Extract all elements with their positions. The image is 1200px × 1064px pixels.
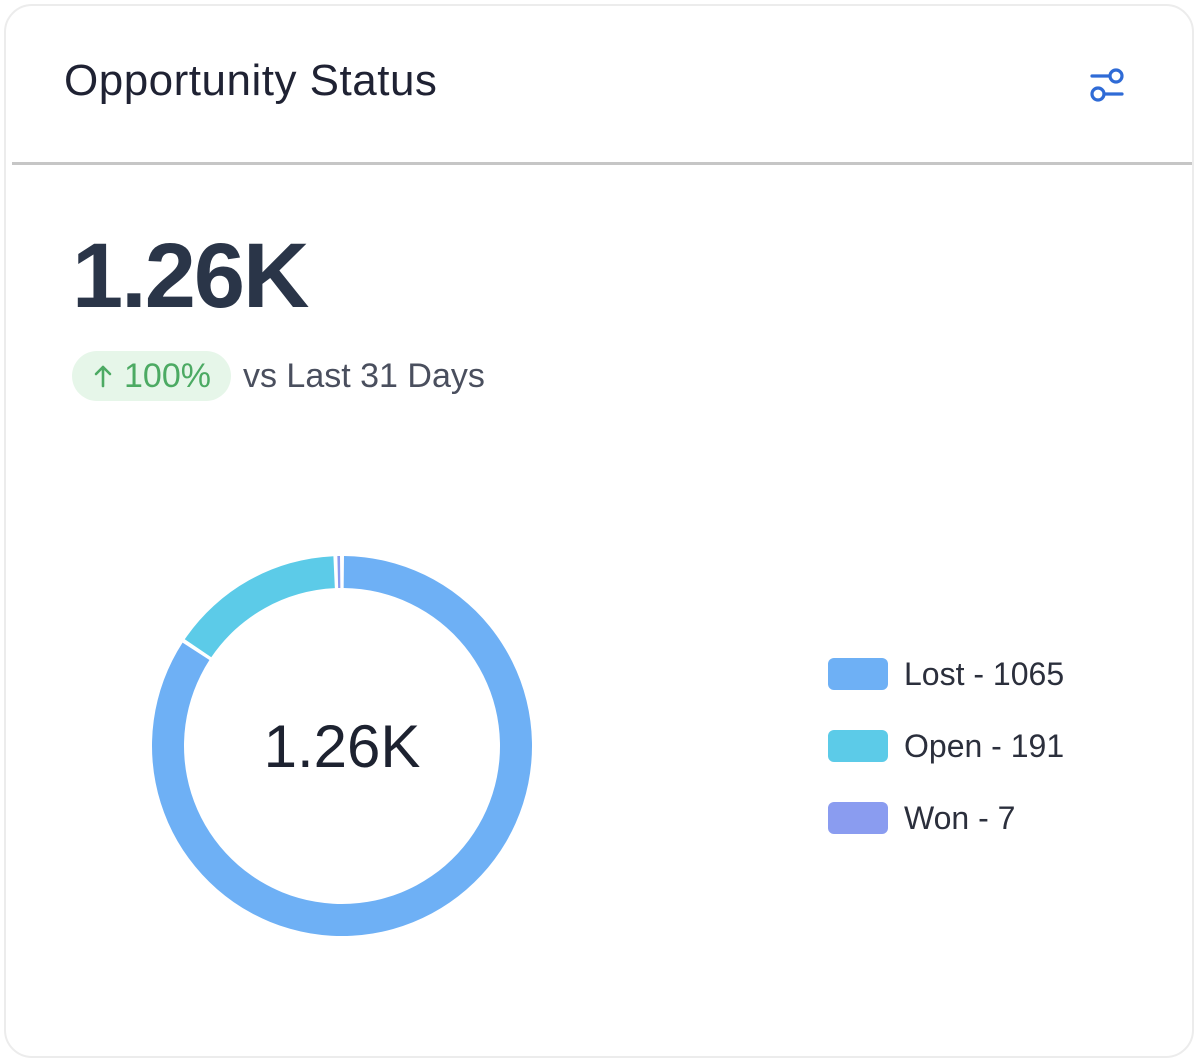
- legend-swatch-won: [828, 802, 888, 834]
- legend-label-lost: Lost - 1065: [904, 655, 1065, 692]
- legend-label-open: Open - 191: [904, 727, 1065, 764]
- trend-percent: 100%: [124, 356, 211, 395]
- legend-item-lost[interactable]: Lost - 1065: [828, 644, 1064, 704]
- legend-item-open[interactable]: Open - 191: [828, 716, 1064, 776]
- trend-row: 100% vs Last 31 Days: [72, 350, 485, 402]
- card-header: Opportunity Status: [6, 6, 1192, 162]
- trend-period-label: vs Last 31 Days: [242, 356, 485, 395]
- arrow-up-icon: [92, 363, 114, 389]
- header-divider: [12, 162, 1192, 165]
- chart-legend: Lost - 1065 Open - 191 Won - 7: [828, 644, 1064, 860]
- summary-value: 1.26K: [72, 225, 309, 327]
- legend-label-won: Won - 7: [904, 799, 1016, 836]
- opportunity-status-card: Opportunity Status 1.26K: [4, 4, 1194, 1058]
- legend-item-won[interactable]: Won - 7: [828, 788, 1064, 848]
- card-title: Opportunity Status: [64, 56, 438, 105]
- filter-button[interactable]: [1076, 62, 1132, 110]
- donut-slice-open[interactable]: [184, 556, 335, 658]
- donut-slice-won[interactable]: [337, 556, 341, 589]
- donut-chart: 1.26K: [138, 542, 546, 950]
- trend-badge: 100%: [72, 351, 231, 401]
- legend-swatch-open: [828, 730, 888, 762]
- sliders-icon: [1090, 68, 1124, 102]
- legend-swatch-lost: [828, 658, 888, 690]
- donut-chart-svg: [152, 556, 532, 936]
